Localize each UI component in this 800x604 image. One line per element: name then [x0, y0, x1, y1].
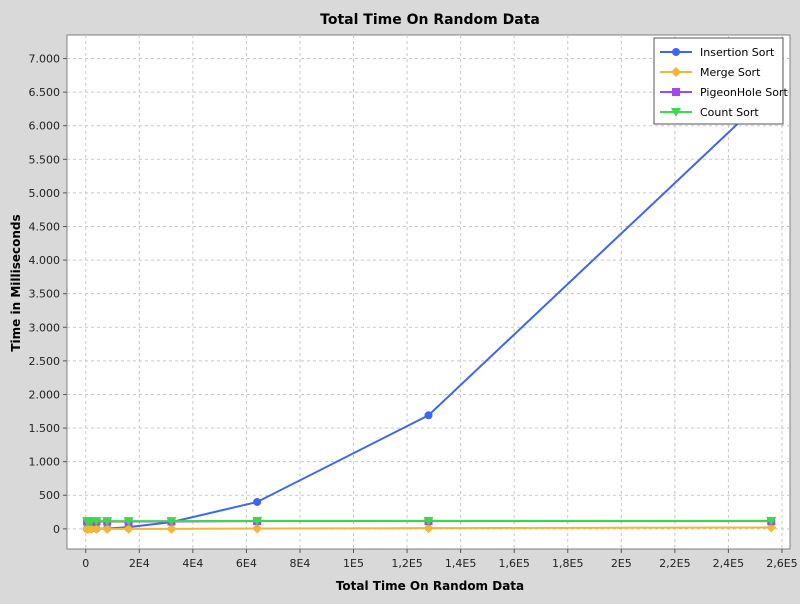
x-tick-label: 1,6E5	[498, 557, 529, 570]
x-tick-label: 2E4	[129, 557, 150, 570]
data-point	[253, 498, 261, 506]
x-axis-label: Total Time On Random Data	[336, 579, 524, 593]
y-tick-label: 4.500	[29, 220, 61, 233]
x-tick-label: 6E4	[236, 557, 257, 570]
y-tick-label: 1.000	[29, 456, 61, 469]
y-tick-label: 1.500	[29, 422, 61, 435]
x-tick-label: 0	[82, 557, 89, 570]
x-tick-label: 1,4E5	[445, 557, 476, 570]
chart-title: Total Time On Random Data	[320, 12, 540, 28]
legend-label: PigeonHole Sort	[700, 86, 788, 99]
x-tick-label: 1E5	[343, 557, 364, 570]
y-tick-label: 6.000	[29, 120, 61, 133]
x-tick-label: 1,2E5	[391, 557, 422, 570]
legend-marker	[672, 48, 680, 56]
y-tick-label: 2.500	[29, 355, 61, 368]
legend-label: Merge Sort	[700, 66, 761, 79]
data-point	[425, 411, 433, 419]
y-tick-label: 4.000	[29, 254, 61, 267]
x-tick-label: 4E4	[182, 557, 203, 570]
y-tick-label: 3.000	[29, 321, 61, 334]
x-tick-label: 2,2E5	[659, 557, 690, 570]
y-tick-label: 3.500	[29, 288, 61, 301]
legend-label: Insertion Sort	[700, 46, 775, 59]
legend-label: Count Sort	[700, 106, 759, 119]
x-tick-label: 2,4E5	[713, 557, 744, 570]
legend-marker	[672, 88, 680, 96]
y-tick-label: 500	[39, 489, 60, 502]
y-tick-label: 7.000	[29, 53, 61, 66]
y-tick-label: 2.000	[29, 388, 61, 401]
y-tick-label: 5.500	[29, 153, 61, 166]
y-axis-label: Time in Milliseconds	[9, 214, 23, 351]
x-tick-label: 1,8E5	[552, 557, 583, 570]
x-tick-label: 8E4	[289, 557, 310, 570]
x-tick-label: 2E5	[611, 557, 632, 570]
legend: Insertion Sort Merge Sort PigeonHole Sort C…	[654, 38, 788, 124]
y-tick-label: 5.000	[29, 187, 61, 200]
y-tick-label: 0	[53, 523, 60, 536]
x-tick-label: 2,6E5	[766, 557, 797, 570]
y-tick-label: 6.500	[29, 86, 61, 99]
